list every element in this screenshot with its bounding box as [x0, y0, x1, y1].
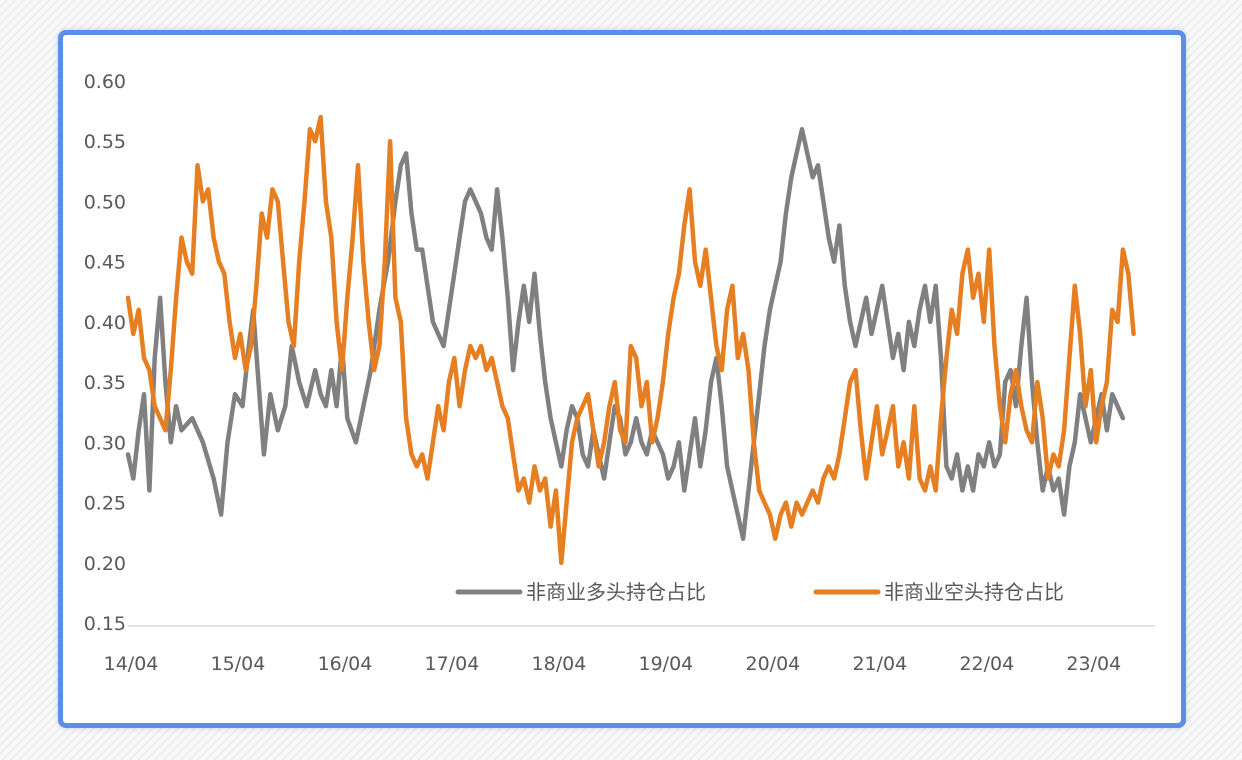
series-layer: [125, 114, 1136, 566]
y-tick-label: 0.35: [84, 372, 126, 394]
y-tick-label: 0.20: [84, 553, 126, 575]
x-tick-label: 18/04: [532, 653, 587, 675]
x-tick-label: 14/04: [104, 653, 159, 675]
legend: 非商业多头持仓占比 非商业空头持仓占比: [455, 580, 1064, 604]
series-line-0: [125, 126, 1126, 541]
x-tick-label: 19/04: [639, 653, 694, 675]
x-tick-label: 21/04: [852, 653, 907, 675]
legend-label-1: 非商业空头持仓占比: [884, 580, 1064, 604]
x-tick-label: 16/04: [318, 653, 373, 675]
x-tick-label: 15/04: [211, 653, 266, 675]
series-line-1: [125, 114, 1136, 566]
y-tick-label: 0.25: [84, 493, 126, 515]
legend-label-0: 非商业多头持仓占比: [526, 580, 706, 604]
y-tick-label: 0.40: [84, 312, 126, 334]
y-tick-label: 0.30: [84, 432, 126, 454]
x-tick-label: 23/04: [1066, 653, 1121, 675]
y-tick-label: 0.45: [84, 252, 126, 274]
x-axis-ticks: 14/04 15/04 16/04 17/04 18/04 19/04 20/04 21/04…: [104, 653, 1122, 675]
x-tick-label: 17/04: [425, 653, 480, 675]
y-tick-label: 0.55: [84, 131, 126, 153]
y-axis-ticks: 0.15 0.20 0.25 0.30 0.35 0.40 0.45 0.50 0.55 0.60: [84, 71, 126, 635]
x-tick-label: 22/04: [959, 653, 1014, 675]
y-tick-label: 0.60: [84, 71, 126, 93]
y-tick-label: 0.50: [84, 191, 126, 213]
x-tick-label: 20/04: [745, 653, 800, 675]
y-tick-label: 0.15: [84, 613, 126, 635]
